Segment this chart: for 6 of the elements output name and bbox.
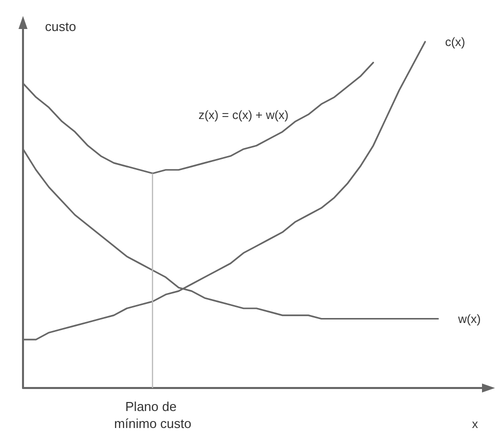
text: Plano de mínimo custo — [114, 399, 192, 431]
x-axis-title: x — [472, 417, 478, 431]
y-axis-title: custo — [45, 19, 76, 34]
series-label: w(x) — [457, 312, 481, 326]
series-label: c(x) — [445, 34, 466, 49]
series-label: z(x) = c(x) + w(x) — [198, 108, 289, 122]
